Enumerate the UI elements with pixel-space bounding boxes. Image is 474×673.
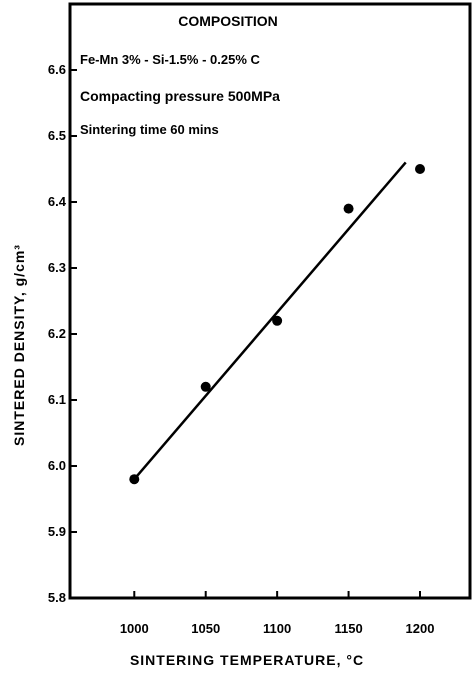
x-tick-label: 1200 (406, 621, 435, 636)
y-tick-label: 6.6 (48, 62, 66, 77)
x-tick-label: 1150 (334, 621, 362, 636)
y-axis-ticks: 5.8 5.9 6.0 6.1 6.2 6.3 6.4 6.5 6.6 (48, 62, 77, 605)
x-axis-ticks: 1000 1050 1100 1150 1200 (120, 591, 435, 636)
x-tick-label: 1100 (263, 621, 291, 636)
x-tick-label: 1050 (191, 621, 220, 636)
annotation-time: Sintering time 60 mins (80, 122, 219, 137)
annotation-pressure: Compacting pressure 500MPa (80, 88, 280, 104)
trend-line (133, 161, 407, 481)
y-tick-label: 6.2 (48, 326, 66, 341)
x-tick-label: 1000 (120, 621, 149, 636)
data-point (415, 164, 425, 174)
data-point (200, 381, 211, 392)
data-point (272, 315, 283, 326)
y-tick-label: 6.5 (48, 128, 66, 143)
annotation-composition: Fe-Mn 3% - Si-1.5% - 0.25% C (80, 52, 260, 67)
y-tick-label: 6.3 (48, 260, 66, 275)
y-axis-title: SINTERED DENSITY, g/cm³ (11, 244, 27, 446)
data-point (343, 203, 354, 214)
annotation-heading: COMPOSITION (178, 13, 278, 29)
y-tick-label: 5.9 (48, 524, 66, 539)
plot-frame (68, 2, 472, 600)
y-tick-label: 6.1 (48, 392, 66, 407)
x-axis-title: SINTERING TEMPERATURE, °C (130, 652, 364, 668)
y-tick-label: 6.0 (48, 458, 66, 473)
y-tick-label: 5.8 (48, 590, 66, 605)
y-tick-label: 6.4 (48, 194, 67, 209)
data-point (129, 474, 140, 485)
plot-marks (129, 161, 425, 485)
